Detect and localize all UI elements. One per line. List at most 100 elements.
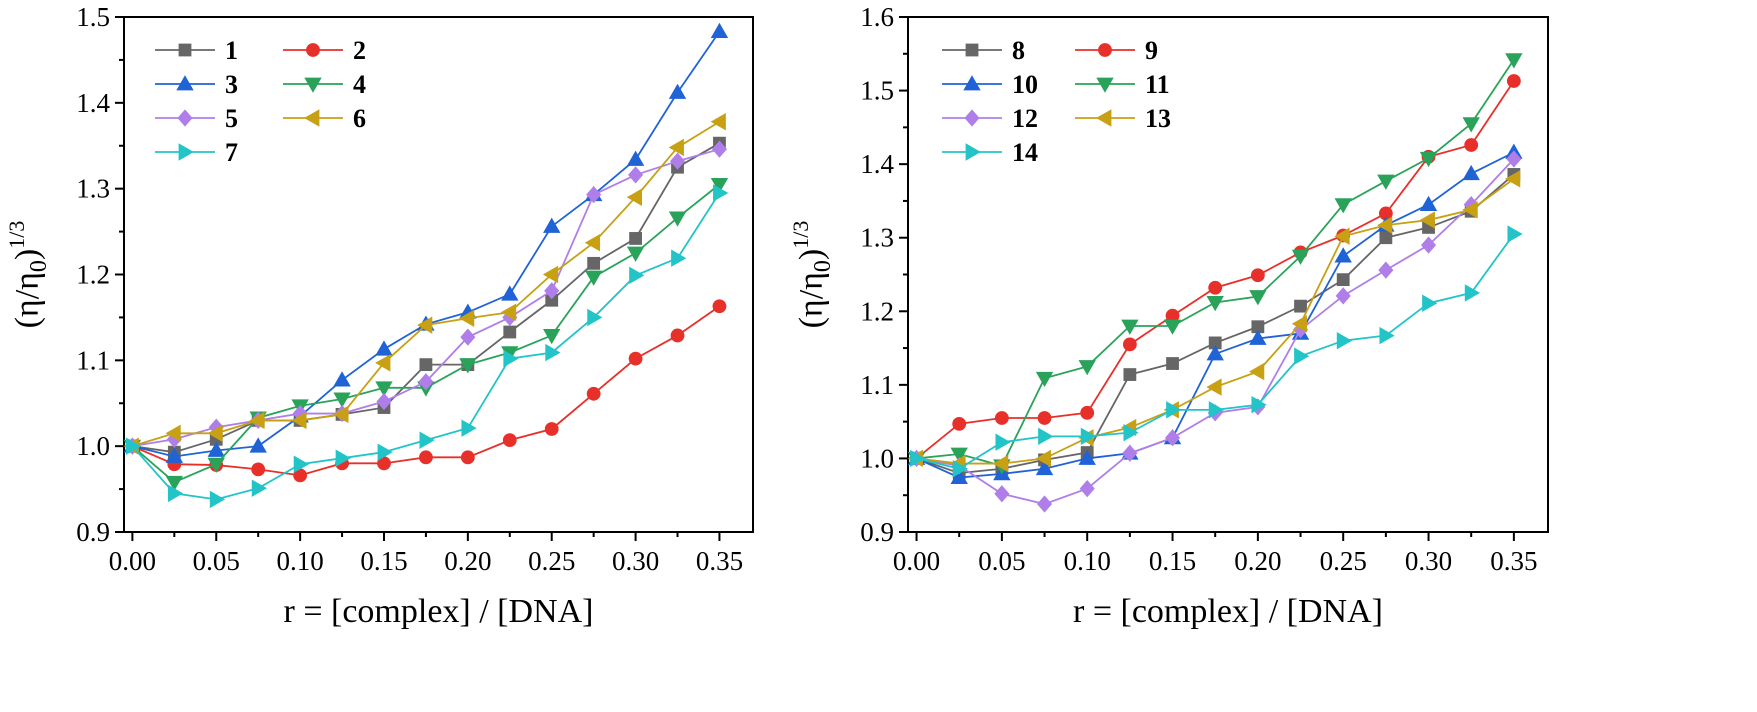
data-point: [995, 433, 1011, 451]
plot-frame: [907, 16, 1549, 533]
data-point: [1249, 290, 1267, 306]
data-point: [251, 462, 266, 477]
legend-item-14: 14: [942, 138, 1038, 167]
y-tick-label: 1.5: [76, 2, 110, 32]
data-point: [207, 441, 225, 457]
data-point: [1464, 284, 1481, 302]
data-point: [626, 246, 645, 262]
data-point: [207, 457, 225, 473]
data-point: [167, 484, 184, 503]
data-point: [1334, 198, 1352, 214]
data-point: [1379, 231, 1393, 245]
y-tick-label: 1.2: [76, 260, 110, 290]
data-point: [1506, 150, 1522, 168]
data-point: [1462, 164, 1480, 181]
data-point: [950, 447, 968, 463]
y-axis-title: (η/η0)1/3: [4, 221, 52, 329]
data-point: [1080, 427, 1097, 446]
data-point: [333, 392, 351, 408]
x-tick-label: 0.10: [276, 546, 323, 576]
x-tick-label: 0.35: [696, 546, 743, 576]
data-point: [1377, 174, 1395, 190]
x-tick-label: 0.30: [612, 546, 659, 576]
data-point: [503, 325, 517, 339]
legend-label: 8: [1012, 36, 1025, 65]
data-point: [710, 113, 726, 131]
data-point: [1250, 268, 1265, 283]
data-point: [626, 188, 642, 206]
data-point: [1464, 138, 1479, 152]
y-tick-label: 1.6: [860, 2, 894, 32]
data-point: [333, 371, 351, 387]
legend-marker: [965, 143, 981, 161]
x-axis-title: r = [complex] / [DNA]: [284, 593, 594, 630]
data-point: [291, 411, 307, 430]
data-point: [1505, 170, 1521, 188]
data-point: [251, 479, 267, 497]
series-8: [910, 168, 1521, 480]
legend-marker: [965, 43, 979, 57]
y-axis-title-sup: 1/3: [788, 221, 813, 249]
data-point: [1037, 495, 1053, 513]
legend-marker: [1096, 77, 1114, 93]
y-tick-label: 0.9: [860, 517, 894, 547]
series-1: [125, 136, 726, 459]
y-tick-label: 1.4: [76, 88, 110, 118]
legend-item-4: 4: [283, 70, 366, 99]
legend-marker: [1098, 43, 1112, 57]
data-point: [1334, 227, 1350, 245]
x-axis-title: r = [complex] / [DNA]: [1073, 593, 1383, 630]
data-point: [710, 177, 729, 194]
data-point: [1122, 337, 1137, 352]
legend-item-10: 10: [942, 70, 1038, 99]
legend-label: 2: [353, 36, 366, 65]
data-point: [293, 455, 309, 473]
data-point: [1078, 360, 1096, 376]
data-point: [586, 186, 602, 204]
y-axis-title-close: ): [793, 249, 830, 260]
data-point: [1123, 423, 1139, 442]
data-point: [712, 299, 727, 314]
y-tick-label: 1.1: [76, 345, 110, 375]
x-tick-label: 0.00: [893, 546, 940, 576]
data-point: [994, 485, 1010, 503]
series-line-10: [916, 151, 1515, 479]
x-tick-label: 0.25: [528, 546, 575, 576]
legend-marker: [304, 77, 322, 93]
legend-label: 7: [225, 138, 238, 167]
series-line-1: [132, 142, 720, 454]
data-point: [668, 138, 684, 157]
y-axis-title: (η/η0)1/3: [788, 221, 836, 329]
legend-marker: [178, 43, 192, 57]
data-point: [1035, 449, 1051, 468]
x-tick-label: 0.25: [1320, 546, 1367, 576]
data-point: [419, 358, 433, 372]
data-point: [584, 270, 603, 286]
data-point: [1166, 357, 1179, 370]
data-point: [711, 140, 727, 158]
data-point: [1294, 347, 1310, 365]
data-point: [1251, 396, 1267, 414]
data-point: [1165, 429, 1181, 447]
legend-label: 9: [1145, 36, 1158, 65]
data-point: [377, 443, 393, 461]
data-point: [1379, 326, 1395, 345]
legend-label: 6: [353, 104, 366, 133]
x-tick-label: 0.30: [1405, 546, 1452, 576]
data-point: [1336, 332, 1353, 350]
series-13: [907, 170, 1521, 473]
legend-item-5: 5: [155, 104, 238, 133]
data-point: [542, 265, 559, 284]
data-point: [165, 475, 184, 492]
data-point: [669, 152, 686, 170]
data-point: [419, 450, 433, 465]
data-point: [952, 416, 967, 431]
legend-item-1: 1: [155, 36, 238, 65]
data-point: [545, 343, 561, 362]
data-point: [1035, 459, 1054, 476]
legend-label: 1: [225, 36, 238, 65]
data-point: [668, 83, 687, 99]
data-point: [910, 449, 926, 468]
data-point: [125, 437, 142, 455]
legend-marker: [304, 109, 320, 127]
